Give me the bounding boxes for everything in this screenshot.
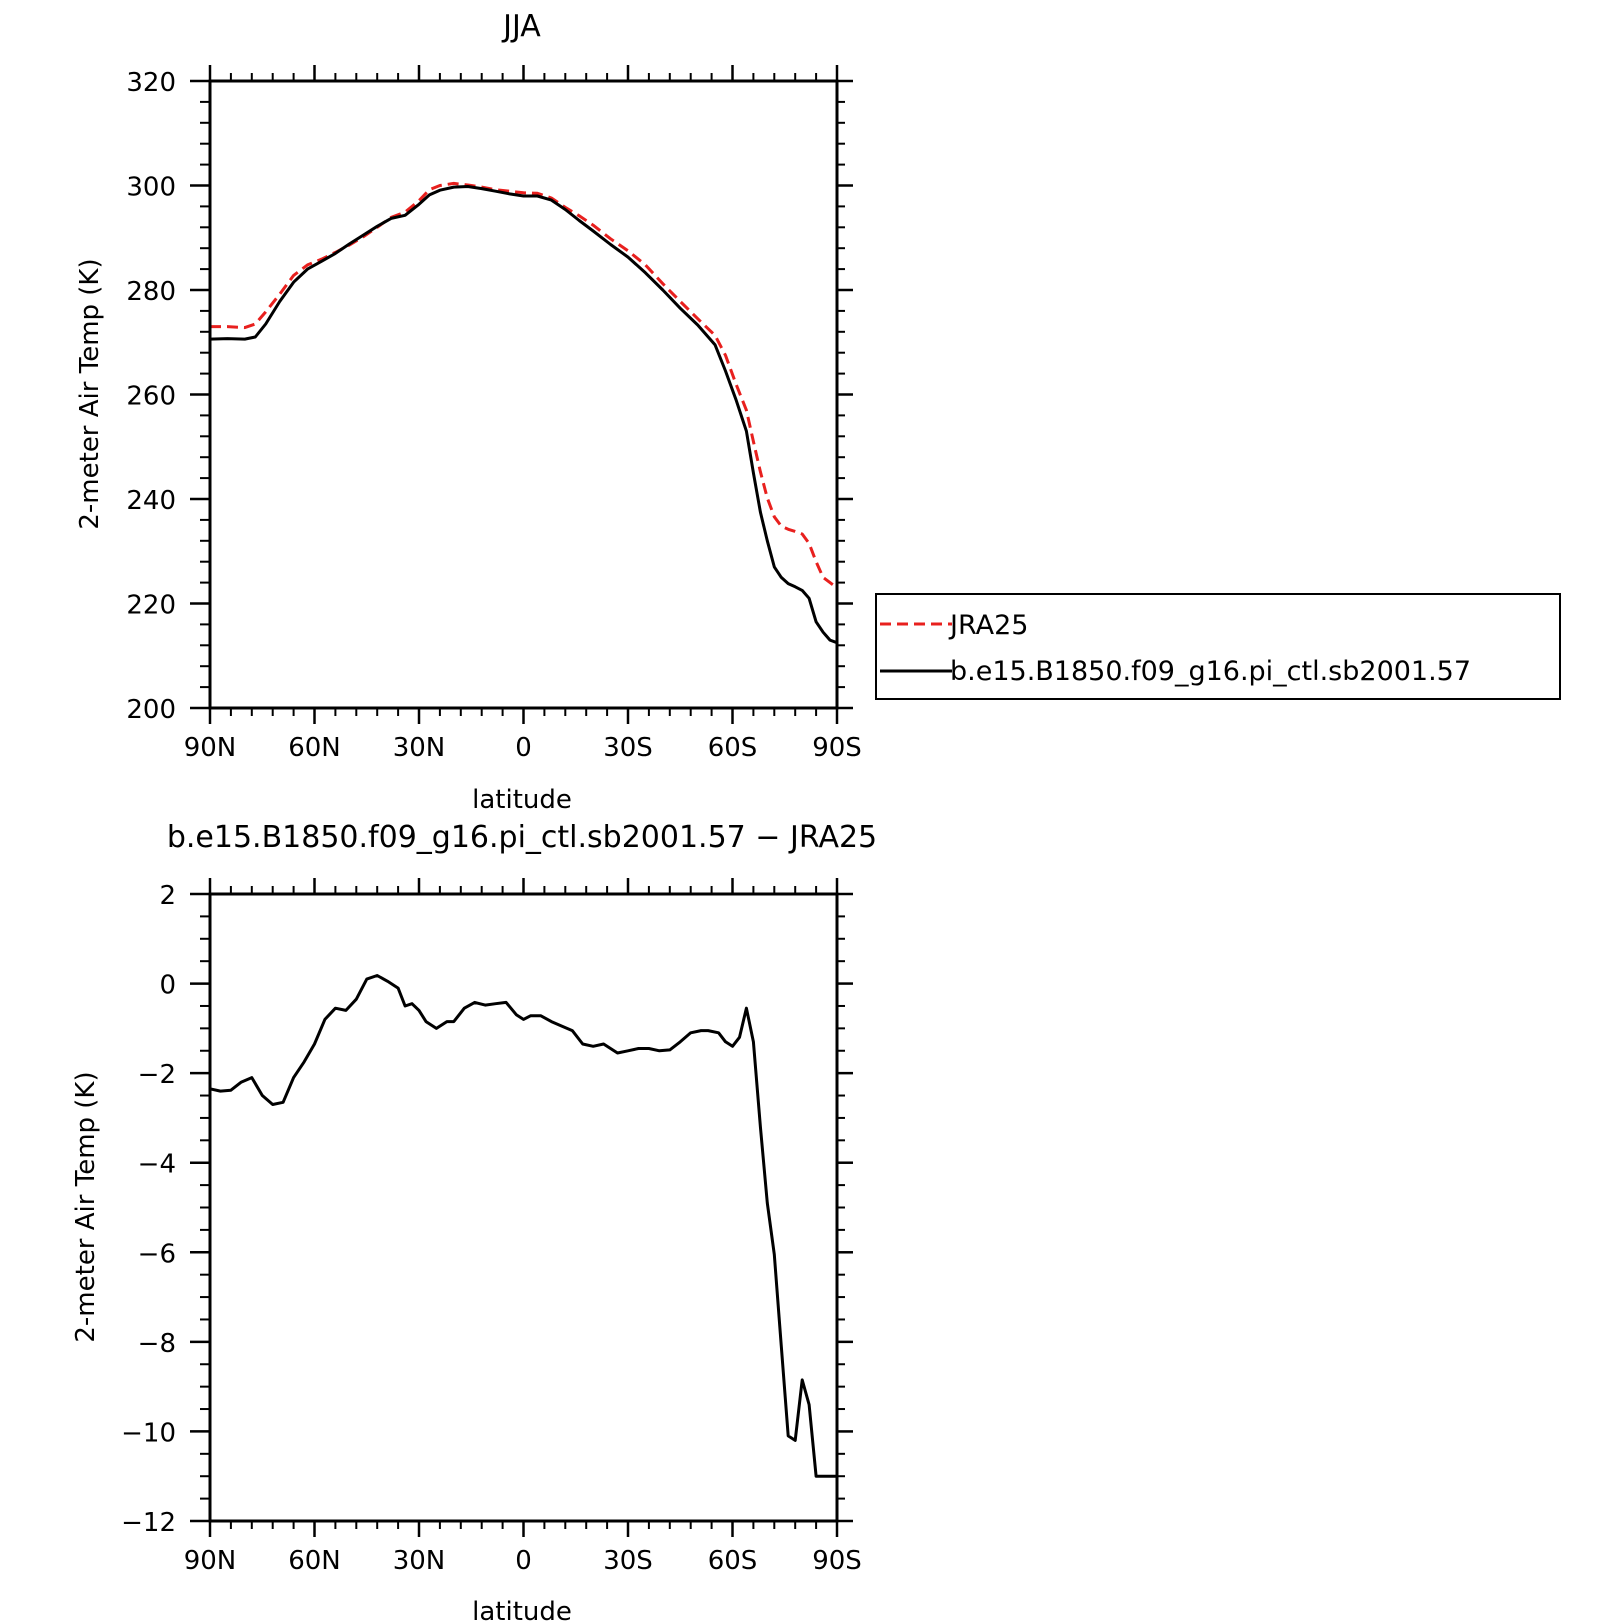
bottom-x-tick-label: 0 xyxy=(515,1546,532,1576)
top-x-tick-label: 30S xyxy=(603,733,653,763)
bottom-chart-title: b.e15.B1850.f09_g16.pi_ctl.sb2001.57 − J… xyxy=(167,820,877,855)
legend-box xyxy=(875,593,1561,700)
top-x-axis-label: latitude xyxy=(472,785,572,815)
top-series-line-jra25 xyxy=(210,181,838,590)
top-x-tick-label: 60N xyxy=(288,733,341,763)
top-y-tick-label: 220 xyxy=(126,591,176,621)
bottom-y-tick-label: −10 xyxy=(121,1418,176,1448)
bottom-x-tick-label: 30S xyxy=(603,1546,653,1576)
top-y-tick-label: 320 xyxy=(126,68,176,98)
bottom-y-tick-label: −12 xyxy=(121,1508,176,1538)
top-x-tick-label: 90S xyxy=(812,733,862,763)
legend: JRA25 b.e15.B1850.f09_g16.pi_ctl.sb2001.… xyxy=(875,593,1561,700)
top-y-tick-label: 280 xyxy=(126,277,176,307)
bottom-y-tick-label: −6 xyxy=(138,1239,176,1269)
top-plot-frame xyxy=(208,79,839,710)
top-x-tick-label: 90N xyxy=(184,733,237,763)
top-series-line-b-e15-b1850-f09-g16-pi-ctl-sb2001-57 xyxy=(209,185,838,645)
top-chart-title: JJA xyxy=(501,9,541,44)
top-y-tick-label: 200 xyxy=(126,695,176,725)
bottom-tick-layer: 90N 60N 30N 0 30S 60S 90S −12 −10 −8 −6 −4 −2 0 2 xyxy=(121,878,862,1576)
bottom-x-tick-label: 60S xyxy=(708,1546,758,1576)
top-y-tick-label: 300 xyxy=(126,173,176,203)
bottom-x-tick-label: 60N xyxy=(288,1546,341,1576)
bottom-plot-frame xyxy=(208,892,839,1523)
bottom-panel: b.e15.B1850.f09_g16.pi_ctl.sb2001.57 − J… xyxy=(71,820,877,1624)
top-x-tick-label: 30N xyxy=(393,733,446,763)
bottom-y-tick-label: 0 xyxy=(159,971,176,1001)
bottom-x-tick-label: 90S xyxy=(812,1546,862,1576)
top-y-axis-label: 2-meter Air Temp (K) xyxy=(75,258,105,529)
bottom-y-tick-label: −4 xyxy=(138,1150,176,1180)
bottom-y-tick-label: 2 xyxy=(159,881,176,911)
top-y-tick-label: 240 xyxy=(126,486,176,516)
bottom-x-axis-label: latitude xyxy=(472,1597,572,1624)
bottom-x-tick-label: 90N xyxy=(184,1546,237,1576)
top-series-layer xyxy=(209,181,838,645)
top-y-tick-label: 260 xyxy=(126,382,176,412)
top-tick-layer: 90N 60N 30N 0 30S 60S 90S 200 220 240 260 280 300 320 xyxy=(126,65,862,763)
bottom-y-axis-label: 2-meter Air Temp (K) xyxy=(71,1071,101,1342)
bottom-y-tick-label: −2 xyxy=(138,1060,176,1090)
top-x-tick-label: 60S xyxy=(708,733,758,763)
legend-label-jra25: JRA25 xyxy=(948,610,1028,641)
bottom-series-line-difference xyxy=(209,974,837,1478)
legend-label-model: b.e15.B1850.f09_g16.pi_ctl.sb2001.57 xyxy=(950,656,1471,687)
top-x-tick-label: 0 xyxy=(515,733,532,763)
top-panel: JJA 90N 60N 30N 0 30S 60S 90S 200 220 240 260 280 30… xyxy=(75,9,862,815)
bottom-series-layer xyxy=(209,974,837,1478)
bottom-x-tick-label: 30N xyxy=(393,1546,446,1576)
bottom-y-tick-label: −8 xyxy=(138,1329,176,1359)
